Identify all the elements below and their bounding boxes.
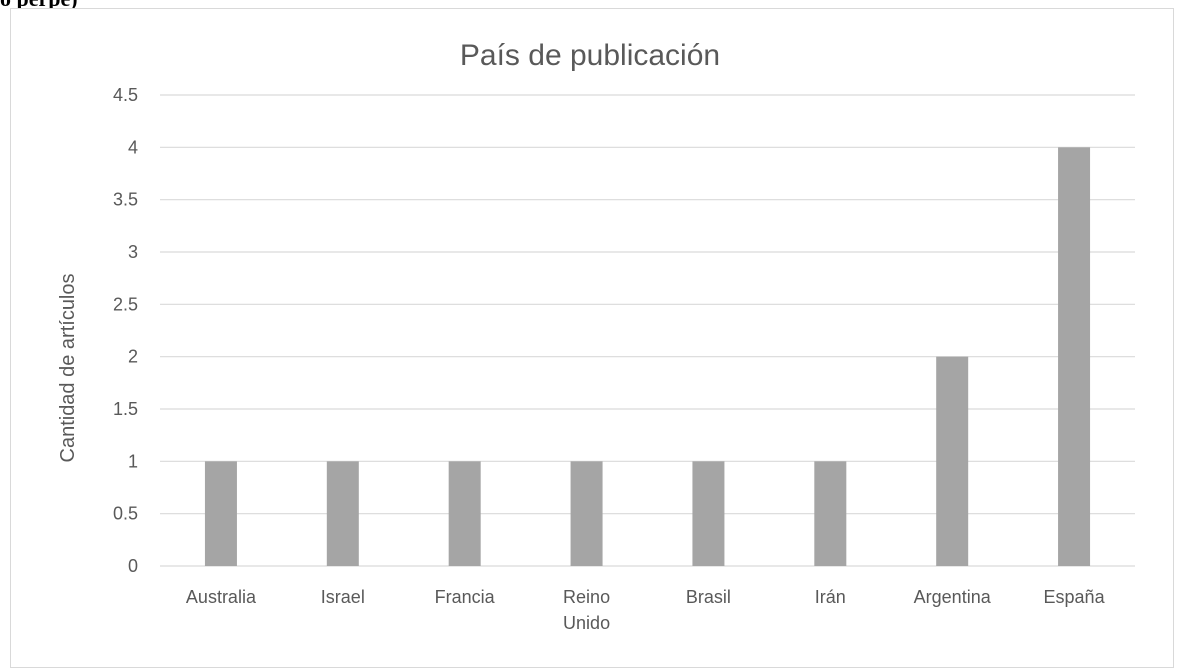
y-tick-label: 4 [128, 137, 138, 157]
bar [326, 461, 359, 566]
bar [692, 461, 725, 566]
y-tick-label: 0.5 [113, 504, 138, 524]
chart-title: País de publicación [460, 39, 720, 72]
bar [814, 461, 847, 566]
y-tick-label: 1 [128, 451, 138, 471]
x-tick-label: Brasil [686, 587, 731, 607]
bar [936, 356, 969, 566]
y-tick-label: 3 [128, 242, 138, 262]
x-tick-label: Francia [435, 587, 496, 607]
y-tick-label: 0 [128, 556, 138, 576]
gridlines [160, 94, 1135, 567]
y-tick-label: 4.5 [113, 85, 138, 105]
bar [570, 461, 603, 566]
x-tick-label: España [1044, 587, 1106, 607]
x-axis-ticks: Australia Israel Francia Reino Unido Brasil Ir… [186, 587, 1106, 633]
y-tick-label: 1.5 [113, 399, 138, 419]
x-tick-label: Irán [815, 587, 846, 607]
y-tick-label: 2 [128, 347, 138, 367]
y-tick-label: 3.5 [113, 190, 138, 210]
bar [1058, 147, 1091, 567]
x-tick-label: Argentina [914, 587, 992, 607]
bars [204, 147, 1091, 567]
x-tick-label: Australia [186, 587, 257, 607]
y-axis-ticks: 0 0.5 1 1.5 2 2.5 3 3.5 4 4.5 [113, 85, 138, 576]
page-text-fragment: o perpe) [0, 0, 78, 12]
y-axis-title: Cantidad de artículos [57, 273, 79, 462]
y-tick-label: 2.5 [113, 294, 138, 314]
x-tick-label: Reino Unido [563, 587, 610, 633]
bar [204, 461, 237, 566]
bar [448, 461, 481, 566]
x-tick-label: Israel [321, 587, 365, 607]
